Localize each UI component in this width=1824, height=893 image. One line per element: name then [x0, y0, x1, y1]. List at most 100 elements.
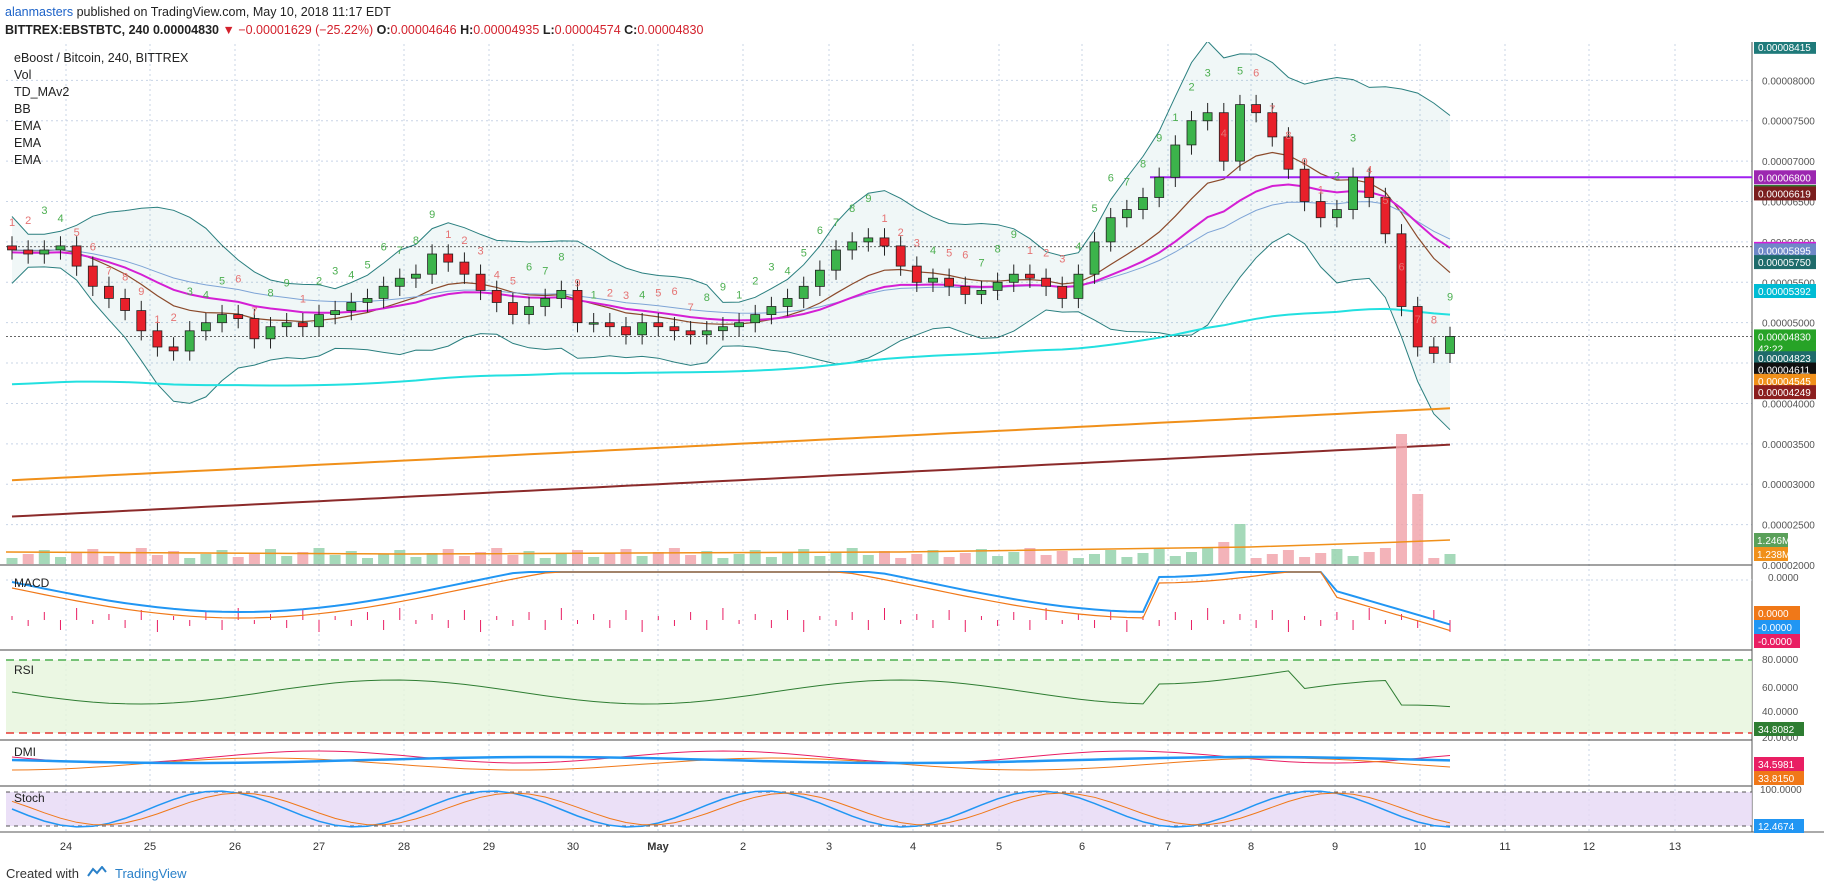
price-badge-label: 0.00004249: [1758, 388, 1811, 399]
volume-bar: [765, 557, 777, 564]
price-badge-label: 0.00004823: [1758, 354, 1811, 365]
volume-bar: [1266, 554, 1278, 564]
td-count: 2: [171, 312, 177, 324]
volume-bar: [1315, 553, 1327, 564]
price-badge-label: 0.00005895: [1758, 246, 1811, 257]
rsi-badge: [1754, 722, 1804, 736]
candle-body: [1073, 273, 1084, 299]
publish-line: alanmasters published on TradingView.com…: [5, 3, 703, 21]
volume-bar: [992, 556, 1004, 564]
time-axis-label: 25: [144, 841, 156, 853]
td-count: 3: [478, 245, 484, 257]
candle-body: [184, 330, 195, 352]
candle-body: [815, 269, 825, 287]
legend-item: BB: [14, 102, 31, 116]
candlesticks: [7, 94, 1455, 364]
volume-bar: [1331, 549, 1343, 564]
td-count: 1: [736, 290, 742, 302]
stoch-badge-label: 12.4674: [1758, 822, 1795, 833]
candle-body: [87, 265, 98, 287]
volume-bar: [685, 555, 697, 564]
volume-bar: [362, 558, 373, 564]
td-count: 8: [849, 203, 855, 215]
td-count: 2: [607, 288, 613, 300]
td-count: 7: [833, 217, 839, 229]
tradingview-brand[interactable]: TradingView: [114, 866, 187, 881]
td-count: 9: [284, 278, 290, 290]
candle-body: [443, 253, 454, 263]
volume-bar: [620, 549, 632, 564]
legend-item: EMA: [14, 136, 42, 150]
volume-bar: [879, 551, 890, 564]
candle-body: [39, 249, 50, 255]
published-text: published on TradingView.com, May 10, 20…: [73, 5, 391, 19]
macd-badge-label: -0.0000: [1758, 623, 1792, 634]
volume-bar: [1056, 551, 1068, 564]
price-tick-label: 0.00004000: [1762, 399, 1815, 410]
volume-bar: [636, 556, 648, 564]
candle-body: [1057, 285, 1068, 299]
candle-body: [346, 302, 357, 312]
td-count: 4: [1366, 164, 1372, 176]
candle-body: [1154, 176, 1165, 198]
candle-body: [168, 346, 179, 352]
td-count: 3: [41, 205, 47, 217]
volume-bar: [426, 553, 438, 564]
td-count: 4: [1075, 241, 1081, 253]
td-count: 9: [865, 193, 871, 205]
volume-bar: [248, 553, 260, 564]
candle-body: [1428, 346, 1439, 354]
bb-basis-line: [11, 151, 1451, 325]
td-count: 3: [1059, 253, 1065, 265]
horizontal-lines: [6, 176, 1752, 337]
volume-bar: [1089, 554, 1100, 564]
candle-body: [410, 273, 421, 279]
td-count: 7: [1124, 177, 1130, 189]
volume-bar: [216, 550, 228, 564]
candle-body: [588, 322, 599, 325]
time-axis-label: 12: [1583, 841, 1595, 853]
volume-bar: [1121, 557, 1133, 564]
td-count: 2: [752, 276, 758, 288]
volume-bar: [975, 549, 987, 564]
candle-body: [314, 314, 324, 328]
high-value: 0.00004935: [473, 23, 540, 37]
volume-bar: [1008, 552, 1020, 564]
td-count: 7: [978, 257, 984, 269]
volume-bar: [135, 548, 147, 564]
candle-body: [524, 306, 534, 316]
candle-body: [556, 289, 567, 299]
candle-body: [1283, 136, 1294, 170]
td-count: 6: [671, 286, 677, 298]
time-axis-label: 27: [313, 841, 325, 853]
candle-body: [621, 326, 631, 336]
stoch-k-line: [11, 790, 1451, 828]
td-count: 2: [25, 215, 31, 227]
volume-bar: [652, 552, 664, 564]
rsi-badge-label: 34.8082: [1758, 725, 1795, 736]
volume-bar: [151, 555, 163, 564]
rsi-tick-label: 80.0000: [1762, 655, 1799, 666]
volume-bar: [539, 558, 551, 564]
candle-body: [507, 302, 518, 316]
ema-light-blue-line: [11, 201, 1451, 314]
candle-body: [701, 330, 712, 336]
open-label: O:: [376, 23, 391, 37]
td-count: 3: [768, 262, 774, 274]
author-link[interactable]: alanmasters: [5, 5, 74, 19]
volume-bar: [442, 549, 454, 564]
candle-body: [233, 314, 244, 320]
rsi-label: RSI: [14, 663, 34, 677]
candle-body: [55, 245, 66, 251]
td-count: 6: [90, 241, 96, 253]
td-count: 8: [413, 235, 419, 247]
candle-body: [475, 273, 486, 291]
stoch-label: Stoch: [14, 791, 45, 805]
td-count: 3: [187, 286, 193, 298]
td-count: 9: [575, 278, 581, 290]
volume-bar: [1169, 556, 1181, 564]
symbol-name: BITTREX:EBSTBTC, 240: [5, 23, 150, 37]
candle-body: [572, 289, 583, 324]
td-count: 5: [1237, 66, 1243, 78]
